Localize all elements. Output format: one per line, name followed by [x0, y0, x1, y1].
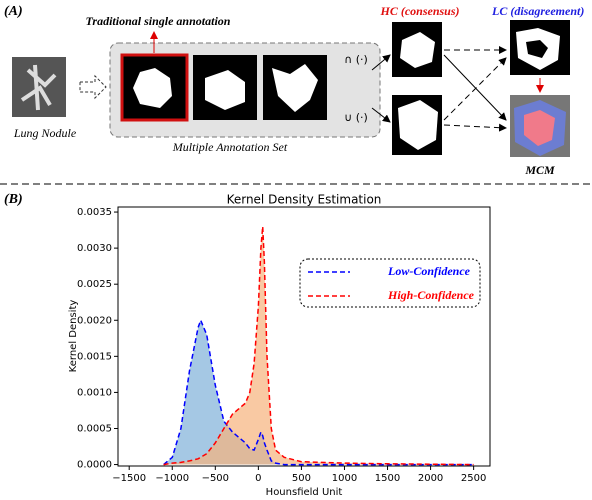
- x-tick-label: 0: [255, 473, 261, 484]
- traditional-label: Traditional single annotation: [86, 14, 231, 28]
- chart-title: Kernel Density Estimation: [227, 193, 382, 207]
- lc-label: LC (disagreement): [491, 4, 584, 18]
- x-tick-label: 500: [292, 473, 311, 484]
- x-tick-label: 1500: [375, 473, 400, 484]
- x-axis-label: Hounsfield Unit: [266, 487, 343, 498]
- hc-label: HC (consensus): [379, 4, 459, 18]
- panel-label: (B): [4, 192, 23, 207]
- intersection-label: ∩ (·): [344, 53, 368, 66]
- y-tick-label: 0.0035: [77, 207, 112, 218]
- union-label: ∪ (·): [344, 111, 368, 124]
- set-label: Multiple Annotation Set: [172, 140, 288, 154]
- figure: (A) Lung Nodule Traditional single annot…: [0, 0, 592, 500]
- y-tick-label: 0.0030: [77, 243, 112, 254]
- x-tick-label: 2000: [418, 473, 443, 484]
- chart: Kernel Density Estimation Hounsfield Uni…: [68, 193, 490, 499]
- y-tick-label: 0.0025: [77, 279, 112, 290]
- plot-frame: [118, 207, 490, 466]
- arrow: [80, 76, 106, 98]
- panel-label: (A): [4, 4, 23, 19]
- y-tick-label: 0.0020: [77, 315, 112, 326]
- y-tick-label: 0.0015: [77, 351, 112, 362]
- arrow: [444, 125, 506, 128]
- x-tick-label: −1000: [155, 473, 189, 484]
- legend-label: Low-Confidence: [387, 264, 471, 278]
- y-tick-label: 0.0005: [77, 423, 112, 434]
- x-tick-label: 1000: [332, 473, 357, 484]
- x-tick-label: −500: [202, 473, 229, 484]
- nodule-label: Lung Nodule: [13, 126, 77, 140]
- y-tick-label: 0.0010: [77, 387, 112, 398]
- x-tick-label: −1500: [112, 473, 146, 484]
- y-tick-label: 0.0000: [77, 460, 112, 471]
- legend-label: High-Confidence: [387, 288, 475, 302]
- page: { "panel_a": { "label": "(A)", "traditio…: [0, 0, 592, 500]
- mcm-label: MCM: [524, 163, 555, 177]
- x-tick-label: 2500: [461, 473, 486, 484]
- density-area: [164, 320, 474, 464]
